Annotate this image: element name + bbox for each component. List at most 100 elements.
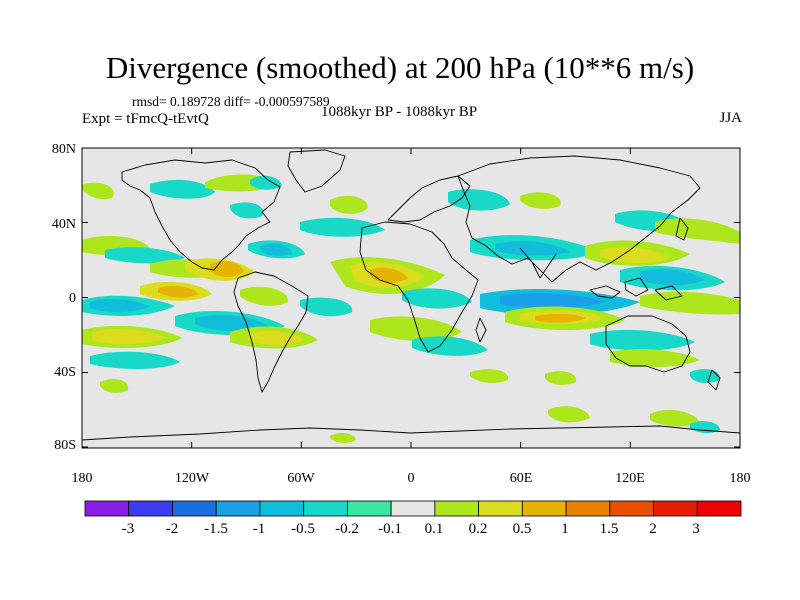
colorbar-label: 0.1	[425, 521, 444, 537]
colorbar-box	[390, 500, 436, 517]
contour-positive	[210, 261, 244, 278]
colorbar-box	[434, 500, 479, 517]
contour-positive	[600, 247, 670, 264]
colorbar-box	[478, 500, 523, 517]
coastline-south-america	[233, 271, 309, 393]
contour-positive	[640, 291, 740, 315]
lon-tick-label: 180	[730, 471, 751, 486]
colorbar-box	[653, 500, 698, 517]
contour-positive	[330, 195, 368, 214]
colorbar-label: -3	[122, 521, 135, 537]
contour-positive	[610, 349, 700, 367]
colorbar-box	[128, 500, 173, 517]
coastline-asia	[457, 155, 701, 283]
contour-positive	[240, 286, 289, 306]
coastline-antarctica	[82, 425, 740, 441]
contour-negative	[495, 241, 570, 256]
contour-positive	[158, 286, 198, 298]
experiment-label: Expt = tFmcQ-tEvtQ	[82, 111, 209, 127]
contour-negative	[640, 269, 705, 286]
colorbar-box	[521, 500, 567, 517]
contour-negative	[195, 315, 268, 332]
colorbar-label: 3	[692, 521, 700, 537]
contour-negative	[105, 247, 185, 264]
contour-negative	[150, 179, 215, 199]
colorbar: -3 -2 -1.5 -1 -0.5 -0.2 -0.1 0.1 0.2 0.5…	[84, 500, 742, 537]
colorbar-label: -1.5	[204, 521, 228, 537]
colorbar-label: 1	[561, 521, 569, 537]
colorbar-label: -0.5	[291, 521, 315, 537]
lon-tick-label: 60W	[287, 471, 315, 486]
lat-tick-label: 80N	[52, 142, 76, 157]
lon-tick-label: 60E	[510, 471, 533, 486]
axis-ticks	[81, 147, 741, 448]
contour-positive	[248, 331, 305, 346]
lat-tick-label: 0	[69, 291, 76, 306]
stats-label: rmsd= 0.189728 diff= -0.000597589	[132, 94, 330, 109]
colorbar-label: 0.2	[469, 521, 488, 537]
contour-positive	[650, 409, 700, 427]
coastline-new-zealand	[707, 369, 721, 391]
contour-positive	[535, 313, 586, 323]
contour-positive	[655, 218, 740, 244]
contour-negative	[412, 336, 488, 356]
contour-negative	[690, 369, 721, 383]
contour-negative	[230, 202, 264, 219]
coastline-indonesia	[624, 277, 649, 297]
colorbar-box	[259, 500, 305, 517]
coastline-africa	[359, 221, 479, 353]
contour-negative	[448, 189, 510, 211]
colorbar-box	[696, 500, 742, 517]
contour-positive	[82, 182, 114, 200]
colorbar-labels: -3 -2 -1.5 -1 -0.5 -0.2 -0.1 0.1 0.2 0.5…	[122, 521, 700, 537]
coastline-indonesia	[654, 285, 683, 301]
colorbar-label: -1	[253, 521, 266, 537]
contour-negative	[500, 293, 605, 309]
coastline-north-america	[121, 159, 281, 271]
lat-tick-label: 80S	[54, 438, 76, 453]
colorbar-box	[609, 500, 654, 517]
contour-negative	[300, 297, 353, 317]
contour-negative	[402, 288, 472, 309]
coastline-europe	[387, 175, 471, 223]
colorbar-box	[215, 500, 261, 517]
contour-negative	[590, 329, 695, 351]
colorbar-box	[172, 500, 217, 517]
contour-positive	[520, 192, 561, 209]
contour-positive	[92, 329, 165, 345]
coastline-greenland	[287, 149, 346, 193]
colorbar-box	[346, 500, 392, 517]
lon-tick-label: 0	[408, 471, 415, 486]
coastlines	[82, 149, 740, 441]
axis-tick-labels: 80N 40N 0 40S 80S 180 120W 60W 0 60E 120…	[52, 142, 751, 486]
coastline-australia	[605, 315, 691, 373]
divergence-field	[82, 148, 740, 448]
lon-tick-label: 180	[72, 471, 93, 486]
contour-negative	[90, 299, 150, 313]
contour-positive	[330, 433, 356, 444]
lat-tick-label: 40S	[54, 365, 76, 380]
contour-positive	[545, 371, 577, 385]
contour-positive	[100, 379, 129, 393]
coastline-india	[519, 247, 557, 279]
period-label: 1088kyr BP - 1088kyr BP	[321, 104, 478, 120]
coastline-madagascar	[475, 317, 487, 343]
colorbar-box	[565, 500, 611, 517]
contour-negative	[90, 351, 180, 369]
colorbar-label: -0.2	[335, 521, 359, 537]
colorbar-label: 0.5	[513, 521, 532, 537]
contour-positive	[370, 316, 462, 342]
colorbar-boxes	[84, 500, 742, 517]
season-label: JJA	[719, 110, 742, 126]
colorbar-box	[303, 500, 348, 517]
contour-negative	[300, 217, 385, 237]
colorbar-label: -0.1	[378, 521, 402, 537]
plot-title: Divergence (smoothed) at 200 hPa (10**6 …	[105, 50, 695, 85]
coastline-indonesia	[589, 285, 621, 299]
coastline-japan	[675, 217, 689, 241]
colorbar-label: 1.5	[600, 521, 619, 537]
contour-positive	[548, 406, 590, 423]
colorbar-box	[84, 500, 130, 517]
contour-negative	[250, 175, 282, 190]
contour-negative	[260, 243, 292, 257]
